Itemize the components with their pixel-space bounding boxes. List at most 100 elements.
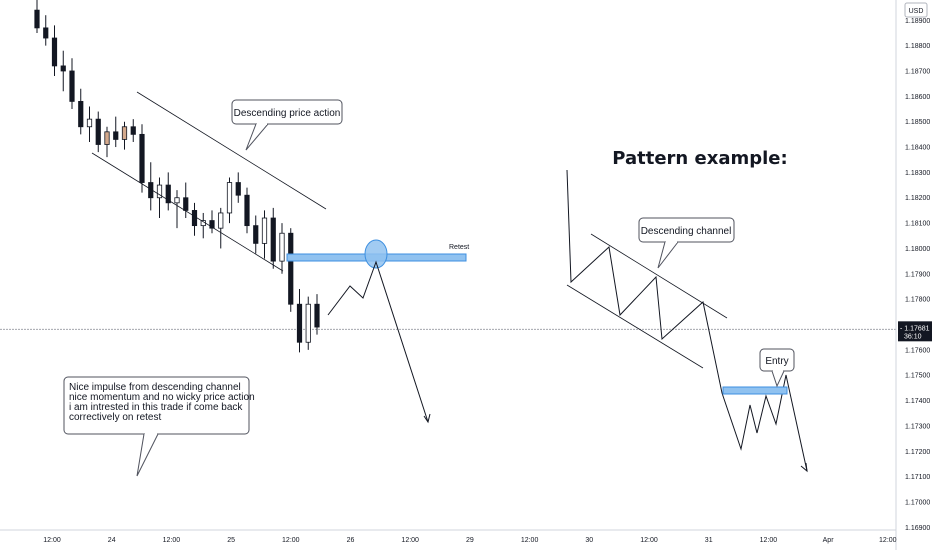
candle	[43, 15, 49, 46]
price-tick-label: 1.18700	[905, 68, 930, 75]
candle	[51, 25, 58, 77]
projected-path	[327, 260, 429, 423]
time-tick-label: 12:00	[760, 537, 778, 544]
channel-lower-line	[91, 152, 284, 272]
callout-entry-text: Entry	[765, 356, 788, 367]
candle	[244, 187, 250, 234]
price-axis[interactable]: 1.18900 1.18800 1.18700 1.18600 1.18500 1.184…	[895, 0, 932, 550]
price-tick-label: 1.16900	[905, 525, 930, 532]
candle-body	[261, 217, 268, 244]
currency-label: USD	[909, 8, 924, 15]
candle-body	[235, 182, 241, 196]
candle-body	[121, 126, 128, 140]
price-tick-label: 1.17200	[905, 449, 930, 456]
time-tick-label: 12:00	[640, 537, 658, 544]
time-tick-label: Apr	[823, 537, 835, 544]
candle	[165, 172, 171, 211]
candle-body	[69, 70, 75, 102]
time-tick-label: 30	[585, 537, 593, 544]
price-tick-label: 1.17400	[905, 398, 930, 405]
candle	[209, 210, 215, 234]
price-tick-label: 1.17000	[905, 499, 930, 506]
callout-pointer	[136, 433, 159, 477]
entry-zone	[722, 386, 788, 395]
candle-body	[174, 197, 180, 204]
callout-pointer	[657, 241, 679, 269]
candle-body	[104, 131, 110, 145]
candle	[121, 121, 128, 150]
price-tick-label: 1.18300	[905, 170, 930, 177]
candle	[279, 223, 285, 274]
candle-body	[156, 184, 163, 199]
pattern-arrowhead	[800, 462, 808, 473]
callout-pointer	[771, 370, 785, 388]
pattern-title: Pattern example:	[612, 148, 787, 169]
time-tick-label: 12:00	[879, 537, 897, 544]
current-price-countdown: 36:10	[904, 333, 922, 340]
candle-body	[43, 27, 49, 39]
time-tick-label: 12:00	[282, 537, 300, 544]
candle	[305, 296, 311, 350]
time-tick-label: 26	[347, 537, 355, 544]
candle-body	[148, 182, 154, 199]
price-tick-label: 1.17100	[905, 474, 930, 481]
candle	[113, 116, 119, 148]
pattern-channel-upper	[590, 233, 728, 319]
candle	[104, 126, 110, 158]
price-tick-label: 1.17500	[905, 373, 930, 380]
price-tick-label: 1.17300	[905, 423, 930, 430]
candle-body	[86, 118, 93, 128]
candle	[60, 50, 66, 92]
candle	[156, 177, 163, 219]
price-tick-label: 1.18600	[905, 94, 930, 101]
candle	[148, 162, 154, 211]
time-axis[interactable]: 12:00 24 12:00 25 12:00 26 12:00 29 12:00 30 12:00…	[0, 529, 897, 544]
candle-body	[279, 232, 285, 262]
candle-body	[34, 9, 40, 29]
candle	[314, 294, 320, 335]
candle-body	[78, 101, 84, 128]
plot-area: Retest Descending price action Pattern exa…	[0, 0, 896, 477]
retest-label: Retest	[449, 244, 469, 251]
candle	[86, 106, 93, 142]
candle-body	[51, 37, 58, 67]
time-tick-label: 24	[108, 537, 116, 544]
time-tick-label: 31	[705, 537, 713, 544]
candle-body	[209, 220, 215, 229]
price-tick-label: 1.18400	[905, 145, 930, 152]
candle	[34, 0, 40, 33]
time-tick-label: 12:00	[163, 537, 181, 544]
price-tick-label: 1.18000	[905, 246, 930, 253]
note-line: i am intrested in this trade if come bac…	[69, 402, 243, 413]
candle-body	[60, 65, 66, 72]
candle	[78, 88, 84, 135]
current-price-value: - 1.17681	[900, 325, 930, 332]
candle-body	[226, 182, 233, 214]
candle-body	[113, 131, 119, 140]
candle-body	[296, 303, 303, 343]
callout-descending-channel-text: Descending channel	[641, 226, 732, 237]
channel-upper-line	[136, 91, 327, 210]
candle	[191, 202, 198, 236]
time-tick-label: 12:00	[43, 537, 61, 544]
price-tick-label: 1.18800	[905, 43, 930, 50]
callout-descending-price-action	[231, 99, 343, 125]
candle	[235, 172, 241, 203]
price-tick-label: 1.18900	[905, 18, 930, 25]
projected-arrowhead	[423, 413, 431, 424]
candle	[183, 182, 189, 219]
candle	[253, 215, 259, 254]
callout-descending-channel	[638, 217, 735, 243]
candle	[270, 207, 276, 269]
candle	[226, 177, 233, 224]
drawings: Retest Descending price action Pattern exa…	[63, 91, 808, 477]
candle	[200, 212, 206, 239]
candle-body	[191, 210, 198, 227]
candle	[69, 58, 75, 110]
candle-body	[244, 194, 250, 227]
price-tick-label: 1.17800	[905, 297, 930, 304]
candle	[296, 289, 303, 353]
callout-descending-price-action-text: Descending price action	[234, 108, 341, 119]
candle-body	[270, 217, 276, 262]
